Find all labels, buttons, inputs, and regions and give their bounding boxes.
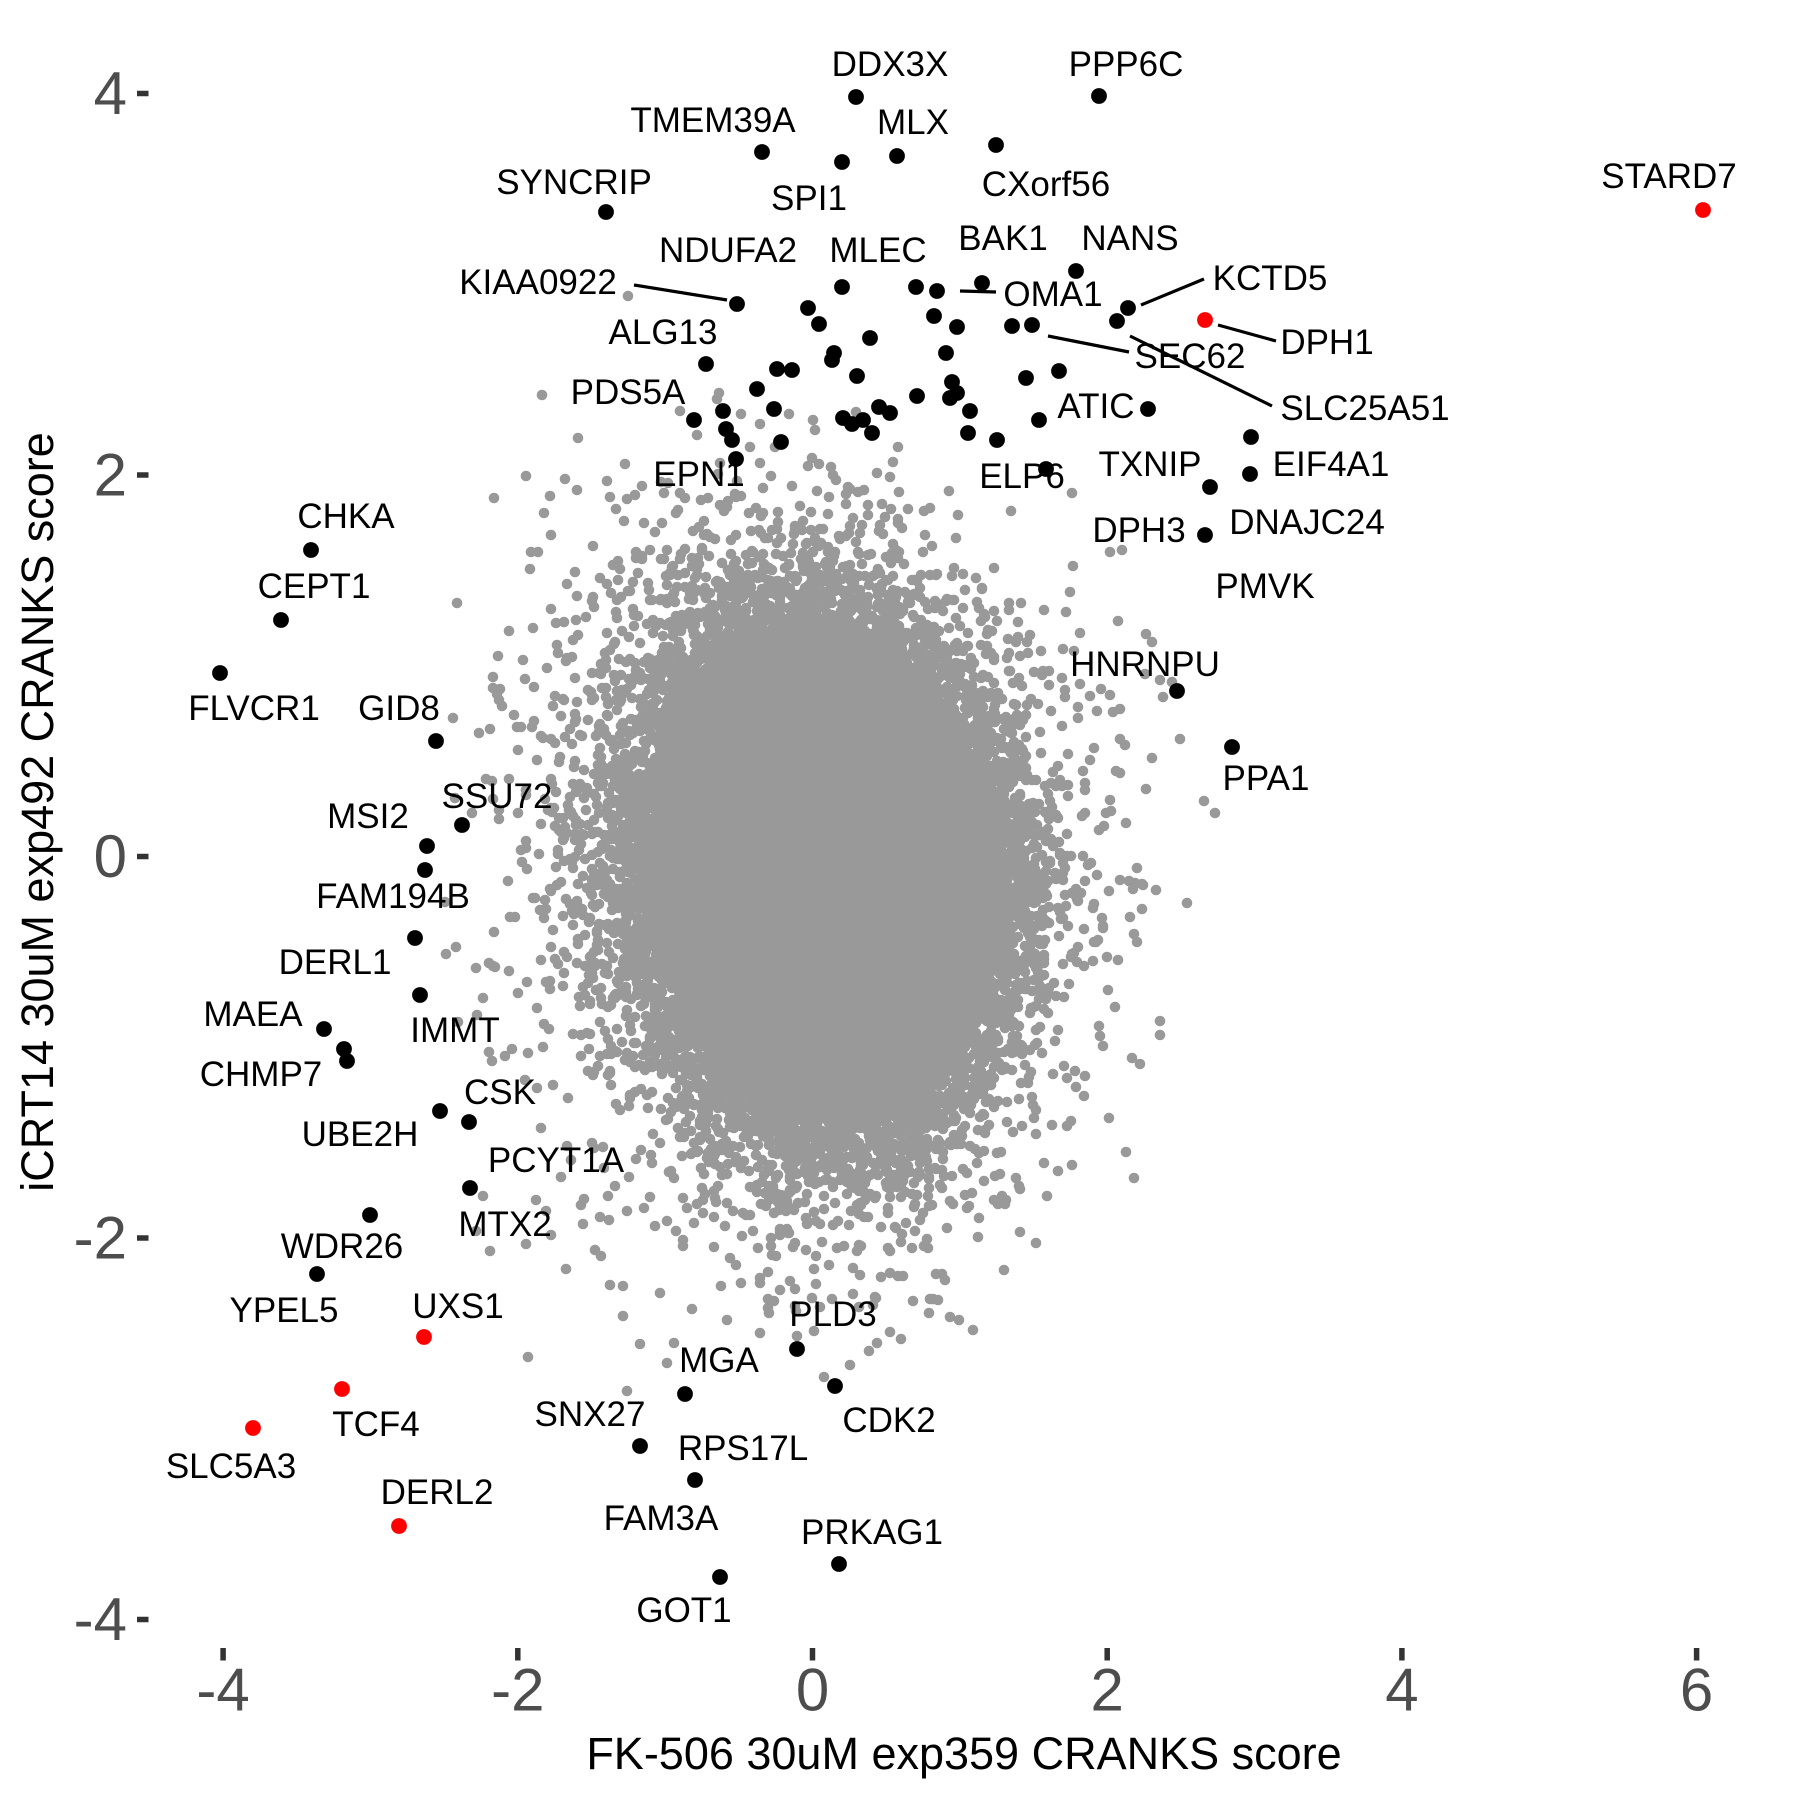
svg-text:FAM3A: FAM3A [604, 1499, 719, 1538]
svg-text:MTX2: MTX2 [458, 1205, 551, 1244]
svg-text:EIF4A1: EIF4A1 [1273, 445, 1390, 484]
svg-text:SEC62: SEC62 [1135, 337, 1246, 376]
svg-text:RPS17L: RPS17L [678, 1429, 808, 1468]
svg-text:DPH3: DPH3 [1092, 511, 1185, 550]
svg-text:SLC5A3: SLC5A3 [166, 1447, 296, 1486]
svg-text:OMA1: OMA1 [1003, 275, 1102, 314]
svg-text:MAEA: MAEA [203, 995, 303, 1034]
svg-text:-2: -2 [74, 1205, 127, 1272]
svg-text:WDR26: WDR26 [281, 1227, 404, 1266]
svg-text:YPEL5: YPEL5 [230, 1291, 339, 1330]
svg-text:HNRNPU: HNRNPU [1070, 645, 1220, 684]
svg-text:KCTD5: KCTD5 [1213, 259, 1328, 298]
svg-text:BAK1: BAK1 [958, 219, 1048, 258]
svg-text:TCF4: TCF4 [332, 1405, 420, 1444]
svg-text:ELP6: ELP6 [979, 457, 1065, 496]
svg-text:TXNIP: TXNIP [1098, 445, 1201, 484]
svg-text:MGA: MGA [679, 1341, 759, 1380]
svg-text:CHKA: CHKA [297, 497, 395, 536]
svg-text:KIAA0922: KIAA0922 [459, 263, 617, 302]
svg-text:4: 4 [94, 60, 127, 127]
svg-text:6: 6 [1680, 1657, 1713, 1724]
svg-text:-4: -4 [74, 1586, 127, 1653]
svg-text:0: 0 [94, 823, 127, 890]
svg-text:PMVK: PMVK [1215, 567, 1314, 606]
svg-text:MSI2: MSI2 [327, 797, 409, 836]
svg-text:DDX3X: DDX3X [832, 45, 949, 84]
svg-text:SPI1: SPI1 [771, 179, 847, 218]
svg-text:-4: -4 [196, 1657, 249, 1724]
svg-text:CXorf56: CXorf56 [982, 165, 1110, 204]
svg-text:TMEM39A: TMEM39A [630, 101, 796, 140]
svg-text:DPH1: DPH1 [1280, 323, 1373, 362]
svg-text:SLC25A51: SLC25A51 [1280, 389, 1449, 428]
svg-text:UXS1: UXS1 [412, 1287, 503, 1326]
svg-text:MLX: MLX [877, 103, 949, 142]
svg-text:CHMP7: CHMP7 [200, 1055, 323, 1094]
svg-text:PPP6C: PPP6C [1069, 45, 1184, 84]
svg-text:MLEC: MLEC [829, 231, 926, 270]
svg-text:ALG13: ALG13 [609, 313, 718, 352]
svg-text:FK-506 30uM exp359 CRANKS scor: FK-506 30uM exp359 CRANKS score [586, 1728, 1341, 1779]
svg-text:4: 4 [1385, 1657, 1418, 1724]
svg-text:EPN1: EPN1 [653, 455, 744, 494]
svg-text:UBE2H: UBE2H [302, 1115, 419, 1154]
svg-text:CEPT1: CEPT1 [258, 567, 371, 606]
svg-text:STARD7: STARD7 [1601, 157, 1737, 196]
svg-text:-2: -2 [491, 1657, 544, 1724]
svg-text:IMMT: IMMT [410, 1011, 499, 1050]
svg-text:DERL2: DERL2 [381, 1473, 494, 1512]
svg-text:SNX27: SNX27 [535, 1395, 646, 1434]
svg-text:DNAJC24: DNAJC24 [1229, 503, 1385, 542]
svg-text:ATIC: ATIC [1057, 387, 1134, 426]
svg-text:PPA1: PPA1 [1223, 759, 1310, 798]
svg-text:PRKAG1: PRKAG1 [801, 1513, 943, 1552]
svg-text:DERL1: DERL1 [279, 943, 392, 982]
svg-text:GID8: GID8 [358, 689, 440, 728]
svg-text:FLVCR1: FLVCR1 [188, 689, 320, 728]
svg-text:iCRT14 30uM exp492 CRANKS scor: iCRT14 30uM exp492 CRANKS score [12, 432, 63, 1192]
svg-text:NDUFA2: NDUFA2 [659, 231, 797, 270]
svg-text:PLD3: PLD3 [789, 1295, 877, 1334]
svg-text:GOT1: GOT1 [636, 1591, 731, 1630]
svg-text:PCYT1A: PCYT1A [488, 1141, 625, 1180]
svg-text:FAM194B: FAM194B [316, 877, 470, 916]
svg-text:CSK: CSK [464, 1073, 536, 1112]
svg-text:2: 2 [94, 442, 127, 509]
svg-text:SSU72: SSU72 [442, 777, 553, 816]
svg-text:0: 0 [796, 1657, 829, 1724]
svg-text:SYNCRIP: SYNCRIP [496, 163, 652, 202]
svg-text:CDK2: CDK2 [842, 1401, 935, 1440]
svg-text:PDS5A: PDS5A [571, 373, 686, 412]
svg-text:2: 2 [1091, 1657, 1124, 1724]
svg-text:NANS: NANS [1081, 219, 1178, 258]
